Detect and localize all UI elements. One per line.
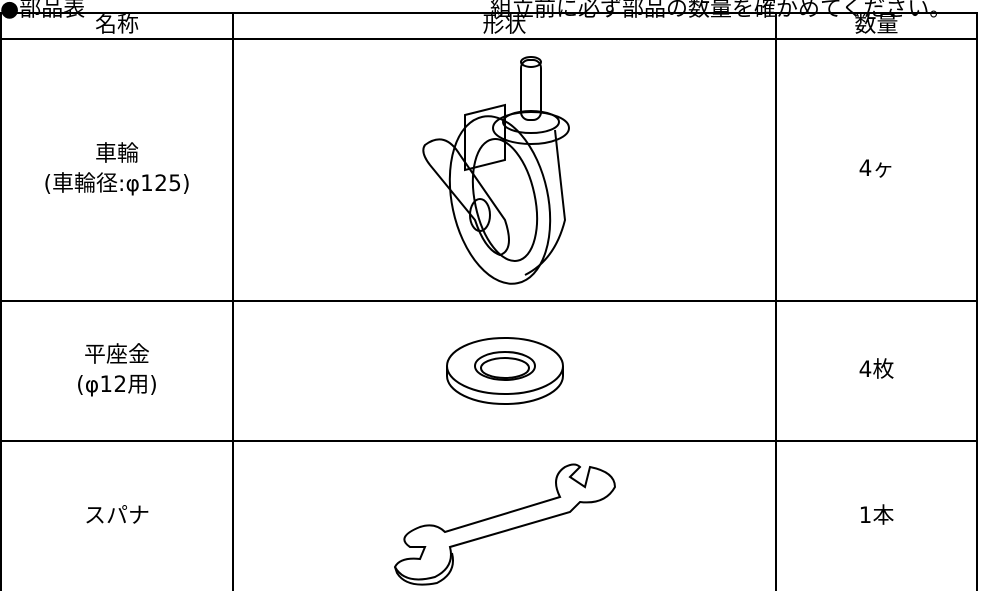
spanner-icon: [393, 463, 616, 586]
caster-icon: [421, 56, 570, 285]
column-header: 形状: [232, 12, 777, 40]
column-header: 名称: [0, 12, 234, 40]
parts-table: 名称 形状 数量 車輪 (車輪径:φ125) 4ヶ 平座金: [0, 12, 978, 591]
column-header: 数量: [775, 12, 978, 40]
row: 平座金 (φ12用) 4枚: [0, 300, 978, 442]
name-cell: 車輪 (車輪径:φ125): [0, 38, 234, 302]
shape-cell: [232, 38, 777, 302]
shape-cell: [232, 300, 777, 442]
washer-icon: [445, 337, 564, 405]
row: 車輪 (車輪径:φ125) 4ヶ: [0, 38, 978, 302]
shape-cell: [232, 440, 777, 591]
name-detail: (車輪径:φ125): [43, 172, 191, 197]
name: 平座金: [83, 343, 150, 368]
name: スパナ: [83, 503, 150, 529]
quantity: 1本: [775, 440, 978, 591]
quantity: 4枚: [775, 300, 978, 442]
name-detail: (φ12用): [76, 373, 158, 398]
name: 車輪: [94, 142, 139, 167]
name-cell: スパナ: [0, 440, 234, 591]
row: スパナ 1本: [0, 440, 978, 591]
header-row: 名称 形状 数量: [0, 12, 978, 40]
quantity: 4ヶ: [775, 38, 978, 302]
name-cell: 平座金 (φ12用): [0, 300, 234, 442]
